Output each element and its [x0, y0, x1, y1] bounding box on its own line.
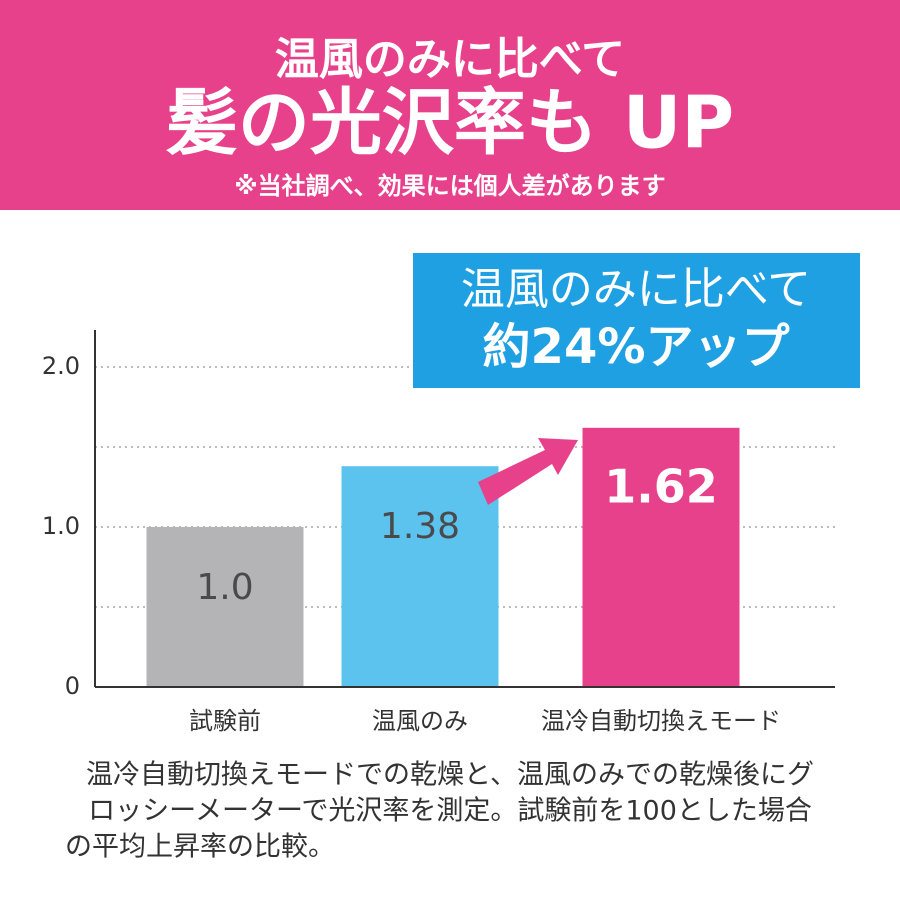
- x-tick-label: 温風のみ: [372, 707, 468, 735]
- x-tick-label: 試験前: [189, 707, 261, 735]
- x-tick-label: 温冷自動切換えモード: [541, 707, 781, 735]
- arrow: [478, 438, 578, 505]
- header-note: ※当社調べ、効果には個人差があります: [234, 172, 665, 200]
- bar: [146, 527, 304, 687]
- callout-line: 温風のみに比べて: [461, 264, 811, 315]
- value-label: 1.62: [604, 459, 718, 513]
- footnote-line: の平均上昇率の比較。: [65, 832, 335, 863]
- footnote-line: ロッシーメーターで光沢率を測定。試験前を100とした場合: [88, 796, 812, 827]
- y-tick-label: 0: [65, 672, 80, 700]
- callout-box: [413, 253, 860, 388]
- y-tick-label: 2.0: [42, 352, 80, 380]
- callout-line: 約24%アップ: [483, 319, 790, 375]
- bar: [341, 466, 499, 687]
- value-label: 1.38: [380, 506, 460, 547]
- footnote-line: 温冷自動切換えモードでの乾燥と、温風のみでの乾燥後にグ: [86, 760, 814, 791]
- header-headline: 髪の光沢率も UP: [166, 81, 734, 165]
- value-label: 1.0: [196, 567, 253, 608]
- header-band: [0, 0, 900, 210]
- bar: [582, 427, 740, 687]
- y-tick-label: 1.0: [42, 512, 80, 540]
- header-title: 温風のみに比べて: [275, 34, 625, 85]
